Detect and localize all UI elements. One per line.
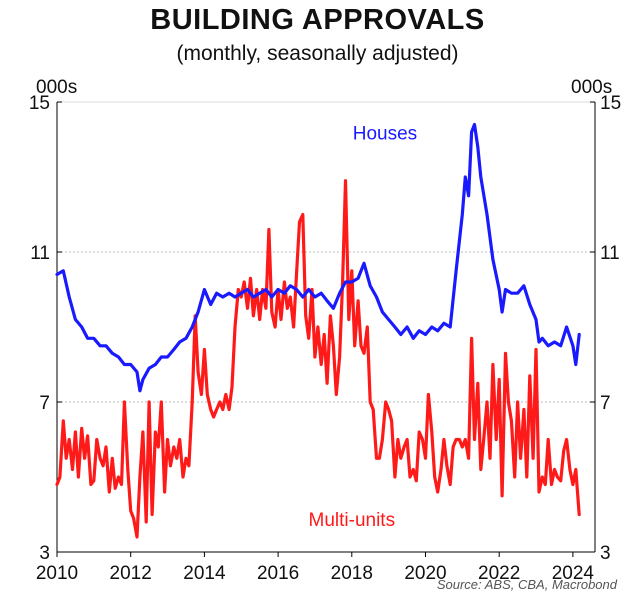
y-tick-right-3: 3 [600,543,611,564]
y-axis-unit-left: 000s [36,77,78,98]
series-label-houses: Houses [353,124,417,145]
y-tick-left-15: 15 [29,93,50,114]
y-tick-right-7: 7 [600,393,611,414]
y-tick-right-11: 11 [600,243,620,264]
y-tick-left-3: 3 [39,543,50,564]
source-note: Source: ABS, CBA, Macrobond [436,577,617,592]
x-tick-2018: 2018 [331,563,373,584]
x-tick-2022: 2022 [478,563,520,584]
x-tick-2016: 2016 [257,563,299,584]
chart-subtitle: (monthly, seasonally adjusted) [176,42,459,65]
x-tick-2020: 2020 [404,563,446,584]
x-tick-2012: 2012 [110,563,152,584]
series-label-multi-units: Multi-units [309,510,396,531]
x-tick-2024: 2024 [552,563,595,584]
y-tick-left-7: 7 [39,393,50,414]
chart-title: BUILDING APPROVALS [150,4,485,36]
y-tick-right-15: 15 [600,93,621,114]
series-line-multi-units [55,179,581,539]
y-axis-unit-right: 000s [571,77,613,98]
x-tick-2014: 2014 [183,563,226,584]
x-tick-2010: 2010 [36,563,78,584]
series-line-houses [55,122,581,393]
y-tick-left-11: 11 [30,243,50,264]
